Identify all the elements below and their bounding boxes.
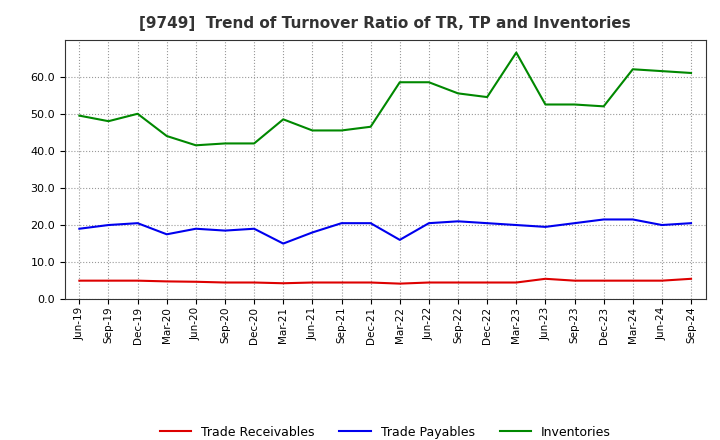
Inventories <box>250 141 258 146</box>
Trade Receivables <box>163 279 171 284</box>
Trade Payables <box>541 224 550 230</box>
Trade Receivables <box>133 278 142 283</box>
Trade Payables <box>483 220 492 226</box>
Trade Payables <box>308 230 317 235</box>
Trade Payables <box>425 220 433 226</box>
Trade Receivables <box>483 280 492 285</box>
Inventories <box>425 80 433 85</box>
Trade Receivables <box>541 276 550 282</box>
Trade Receivables <box>570 278 579 283</box>
Trade Receivables <box>220 280 229 285</box>
Trade Receivables <box>75 278 84 283</box>
Trade Payables <box>366 220 375 226</box>
Inventories <box>366 124 375 129</box>
Trade Payables <box>599 217 608 222</box>
Inventories <box>220 141 229 146</box>
Trade Receivables <box>395 281 404 286</box>
Trade Payables <box>454 219 462 224</box>
Inventories <box>483 95 492 100</box>
Line: Inventories: Inventories <box>79 52 691 145</box>
Trade Payables <box>163 231 171 237</box>
Trade Receivables <box>250 280 258 285</box>
Line: Trade Receivables: Trade Receivables <box>79 279 691 284</box>
Inventories <box>687 70 696 76</box>
Trade Payables <box>570 220 579 226</box>
Inventories <box>133 111 142 117</box>
Trade Payables <box>629 217 637 222</box>
Inventories <box>308 128 317 133</box>
Trade Payables <box>75 226 84 231</box>
Trade Receivables <box>337 280 346 285</box>
Inventories <box>657 69 666 74</box>
Inventories <box>541 102 550 107</box>
Trade Receivables <box>454 280 462 285</box>
Trade Receivables <box>366 280 375 285</box>
Trade Payables <box>250 226 258 231</box>
Trade Receivables <box>425 280 433 285</box>
Line: Trade Payables: Trade Payables <box>79 220 691 244</box>
Trade Payables <box>279 241 287 246</box>
Trade Payables <box>337 220 346 226</box>
Inventories <box>104 118 113 124</box>
Inventories <box>454 91 462 96</box>
Inventories <box>395 80 404 85</box>
Trade Payables <box>104 222 113 227</box>
Trade Receivables <box>279 281 287 286</box>
Trade Payables <box>687 220 696 226</box>
Trade Payables <box>657 222 666 227</box>
Title: [9749]  Trend of Turnover Ratio of TR, TP and Inventories: [9749] Trend of Turnover Ratio of TR, TP… <box>140 16 631 32</box>
Trade Payables <box>512 222 521 227</box>
Inventories <box>75 113 84 118</box>
Trade Payables <box>133 220 142 226</box>
Trade Payables <box>192 226 200 231</box>
Inventories <box>599 104 608 109</box>
Trade Payables <box>220 228 229 233</box>
Trade Receivables <box>104 278 113 283</box>
Trade Receivables <box>687 276 696 282</box>
Inventories <box>629 66 637 72</box>
Inventories <box>337 128 346 133</box>
Trade Receivables <box>308 280 317 285</box>
Trade Receivables <box>657 278 666 283</box>
Trade Receivables <box>512 280 521 285</box>
Inventories <box>163 133 171 139</box>
Trade Receivables <box>629 278 637 283</box>
Trade Payables <box>395 237 404 242</box>
Inventories <box>512 50 521 55</box>
Legend: Trade Receivables, Trade Payables, Inventories: Trade Receivables, Trade Payables, Inven… <box>155 421 616 440</box>
Inventories <box>279 117 287 122</box>
Trade Receivables <box>599 278 608 283</box>
Inventories <box>192 143 200 148</box>
Inventories <box>570 102 579 107</box>
Trade Receivables <box>192 279 200 284</box>
